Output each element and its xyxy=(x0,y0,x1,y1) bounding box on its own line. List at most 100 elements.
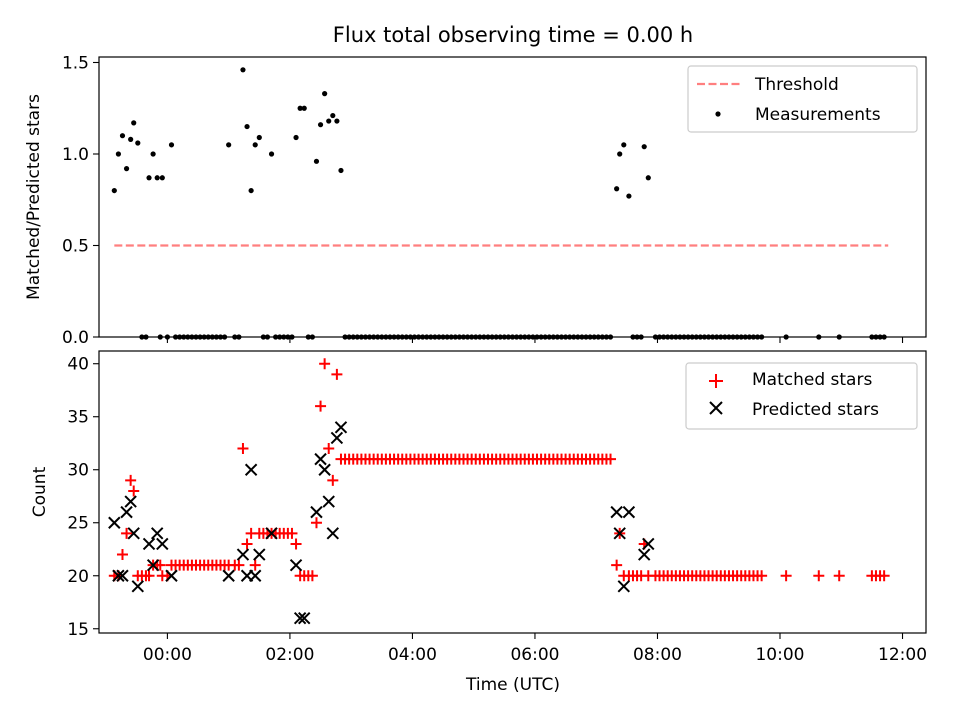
measurement-point xyxy=(244,123,250,130)
matched-star-point xyxy=(813,570,825,582)
predicted-legend-swatch xyxy=(709,401,723,415)
matched-star-point xyxy=(116,549,128,561)
x-axis-label: Time (UTC) xyxy=(465,675,560,695)
bottom-ylabel: Count xyxy=(30,466,50,517)
measurement-point xyxy=(268,151,275,157)
matched-star-point xyxy=(323,443,335,455)
measurement-point xyxy=(621,142,627,148)
measurement-point xyxy=(301,105,307,111)
predicted-star-point xyxy=(131,580,145,593)
measurement-point xyxy=(131,120,137,126)
predicted-star-point xyxy=(265,527,278,540)
predicted-star-point xyxy=(326,527,340,540)
bottom-axes-frame xyxy=(98,350,927,634)
measurements-legend-label: Measurements xyxy=(755,105,881,125)
x-tick-label: 12:00 xyxy=(878,645,927,665)
measurement-point xyxy=(146,175,152,181)
top-ylabel: Matched/Predicted stars xyxy=(24,94,44,300)
matched-star-point xyxy=(833,570,845,582)
bottom-legend: Matched stars Predicted stars xyxy=(685,362,918,430)
predicted-star-point xyxy=(124,495,137,508)
predicted-star-point xyxy=(289,558,303,572)
measurement-point xyxy=(248,187,254,194)
predicted-star-point xyxy=(222,569,235,582)
matched-star-point xyxy=(249,559,261,571)
x-tick-label: 04:00 xyxy=(388,645,437,665)
predicted-star-point xyxy=(116,569,129,582)
measurement-point xyxy=(326,118,332,124)
matched-star-point xyxy=(290,538,302,550)
bottom-ticks-layer: 00:00 02:00 04:00 06:00 08:00 10:00 12:00 15 20 2… xyxy=(67,355,927,665)
measurement-point xyxy=(256,134,262,141)
y-tick-label: 25 xyxy=(67,514,89,534)
measurement-point xyxy=(252,142,258,148)
predicted-star-point xyxy=(314,452,327,466)
measurement-point xyxy=(128,136,134,142)
predicted-star-point xyxy=(330,431,344,445)
measurements-legend-swatch xyxy=(715,111,721,117)
y-tick-label: 15 xyxy=(67,620,89,640)
measurement-point xyxy=(626,193,632,199)
predicted-star-point xyxy=(156,537,169,551)
predicted-star-point xyxy=(150,527,164,540)
predicted-star-point xyxy=(142,537,156,551)
predicted-star-point xyxy=(293,611,307,625)
predicted-star-point xyxy=(112,569,125,582)
matched-star-point xyxy=(310,517,322,529)
measurement-point xyxy=(226,142,232,148)
predicted-star-point xyxy=(637,548,651,561)
bottom-panel: 00:00 02:00 04:00 06:00 08:00 10:00 12:00 15 20 2… xyxy=(30,350,927,695)
predicted-star-point xyxy=(318,463,331,476)
matched-star-point xyxy=(756,570,768,582)
predicted-star-point xyxy=(610,505,623,519)
predicted-star-point xyxy=(298,611,311,625)
predicted-star-point xyxy=(127,527,140,540)
matched-star-point xyxy=(327,474,339,486)
top-legend: Threshold Measurements xyxy=(687,65,918,133)
top-axes-frame xyxy=(98,56,927,338)
y-tick-label: 0.5 xyxy=(62,236,89,256)
matched-star-point xyxy=(605,453,617,465)
predicted-star-point xyxy=(244,463,258,476)
measurement-point xyxy=(111,187,117,194)
matched-star-point xyxy=(611,559,623,571)
top-ticks-layer: 0.0 0.5 1.0 1.5 xyxy=(62,53,904,348)
measurement-point xyxy=(240,67,246,73)
threshold-legend-label: Threshold xyxy=(754,75,839,95)
measurement-point xyxy=(334,118,340,124)
measurement-point xyxy=(123,166,130,172)
predicted-star-point xyxy=(622,505,636,519)
matched-star-point xyxy=(780,570,792,582)
y-tick-label: 30 xyxy=(67,461,89,481)
figure-title: Flux total observing time = 0.00 h xyxy=(333,23,693,47)
predicted-legend-label: Predicted stars xyxy=(752,400,879,420)
x-tick-label: 06:00 xyxy=(510,645,559,665)
x-tick-label: 00:00 xyxy=(143,645,192,665)
y-tick-label: 40 xyxy=(67,355,89,375)
matched-legend-swatch xyxy=(709,374,723,388)
predicted-star-point xyxy=(310,505,323,519)
predicted-star-point xyxy=(120,505,133,519)
matched-star-point xyxy=(121,527,133,539)
matched-star-point xyxy=(306,570,318,582)
matched-star-point xyxy=(143,570,155,582)
matched-star-point xyxy=(331,368,343,380)
matched-star-point xyxy=(319,358,331,370)
matched-star-point xyxy=(154,559,166,571)
measurement-point xyxy=(150,151,156,157)
predicted-star-point xyxy=(613,527,626,540)
matched-star-point xyxy=(237,443,249,455)
y-tick-label: 0.0 xyxy=(62,328,89,348)
predicted-star-point xyxy=(236,548,250,561)
matched-star-point xyxy=(128,485,140,497)
y-tick-label: 1.5 xyxy=(62,53,89,73)
predicted-star-point xyxy=(253,548,266,561)
measurement-point xyxy=(293,134,299,141)
measurement-point xyxy=(115,151,121,157)
predicted-star-point xyxy=(334,421,348,434)
predicted-star-point xyxy=(617,580,630,593)
predicted-star-point xyxy=(108,516,121,529)
measurement-point xyxy=(317,122,324,128)
matched-legend-label: Matched stars xyxy=(752,370,872,390)
